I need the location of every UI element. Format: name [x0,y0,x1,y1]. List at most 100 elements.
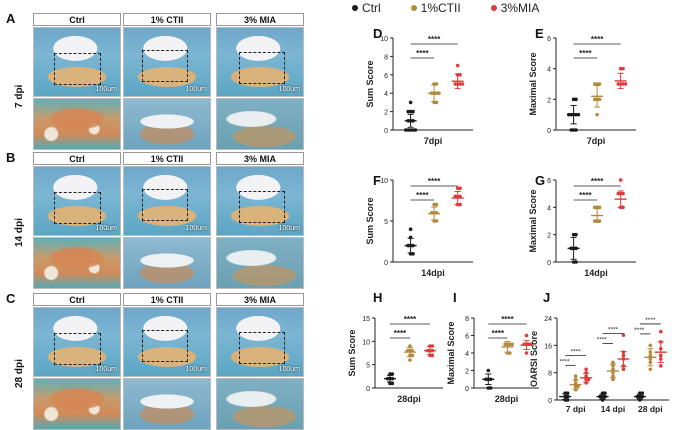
data-point [621,367,626,372]
data-point [404,128,408,132]
histology-zoom-image [216,98,304,150]
data-point [586,377,591,382]
data-point [565,398,570,402]
y-tick-label: 2 [384,110,388,117]
histology-overview-image: 100um [33,27,121,97]
column-header: 1% CTII [123,13,211,26]
y-tick-label: 24 [544,316,552,323]
data-point [488,386,493,390]
data-point [460,82,465,86]
zoom-region-box [239,332,285,364]
data-point [486,368,491,373]
scale-bar-label: 100um [278,225,300,232]
x-axis-label: 28dpi [397,394,421,404]
y-tick-label: 6 [547,36,551,43]
y-tick-label: 5 [384,219,388,226]
significance-label: **** [608,326,619,333]
y-tick-label: 0 [548,398,552,405]
y-tick-label: 2 [465,369,469,376]
x-category-label: 28 dpi [638,404,663,414]
histology-zoom-image [123,237,211,289]
significance-label: **** [416,49,429,58]
y-tick-label: 0 [547,128,551,135]
data-point [458,194,462,199]
y-tick-label: 6 [465,334,469,341]
data-point [524,351,529,355]
histology-overview-image: 100um [123,27,211,97]
panel-label-d: D [373,26,382,41]
data-point [611,360,615,365]
x-axis-label: 7dpi [424,136,443,146]
y-tick-label: 0 [384,260,388,267]
panel-label-h: H [373,290,382,305]
x-category-label: 14 dpi [601,404,626,414]
data-point [574,97,578,102]
data-point [408,358,412,362]
legend-ctii-dot [410,5,417,11]
y-tick-label: 2 [547,97,551,104]
histology-zoom-image [33,237,121,289]
zoom-region-box [239,191,285,223]
legend-ctii-label: 1%CTII [420,1,461,15]
panel-label-e: E [535,26,544,41]
column-header: Ctrl [33,293,121,306]
histology-overview-image: 100um [33,307,121,377]
y-tick-label: 10 [380,36,388,43]
column-header: 3% MIA [216,293,304,306]
y-tick-label: 8 [548,371,552,378]
legend-mia-dot [490,5,497,11]
column-header: 3% MIA [216,13,304,26]
data-point [524,333,529,338]
panel-label-g: G [535,173,545,188]
histology-overview-image: 100um [216,27,304,97]
scale-bar-label: 100um [185,225,207,232]
data-point [616,82,621,86]
y-tick-label: 2 [547,233,551,240]
panel-label-b: B [6,150,16,165]
y-axis-label: Sum Score [347,329,357,376]
data-point [658,329,663,334]
data-point [408,100,413,105]
histology-overview-image: 100um [33,166,121,236]
zoom-region-box [54,192,101,224]
data-point [453,194,458,199]
x-axis-label: 14dpi [421,268,445,278]
data-point [611,377,615,382]
panel-label-i: I [453,290,457,305]
y-tick-label: 5 [366,363,370,370]
significance-label: **** [416,191,429,200]
panel-label-j: J [543,290,550,305]
data-point [458,186,462,190]
zoom-region-box [239,52,285,84]
data-point [623,82,628,86]
data-point [510,342,515,347]
significance-label: **** [571,348,582,355]
data-point [621,66,625,71]
y-tick-label: 6 [547,178,551,185]
x-axis-label: 7dpi [587,136,606,146]
data-point [621,191,625,196]
panel-label-f: F [373,173,381,188]
histology-zoom-image [216,237,304,289]
legend: Ctrl 1%CTII 3%MIA [352,1,539,15]
significance-label: **** [404,315,417,324]
y-tick-label: 6 [384,73,388,80]
data-point [597,82,602,86]
significance-label: **** [579,49,592,58]
x-axis-label: 28dpi [495,394,519,404]
significance-label: **** [579,191,592,200]
data-point [408,227,413,231]
histology-zoom-image [33,98,121,150]
data-point [434,202,439,207]
data-point [390,381,395,386]
y-tick-label: 16 [544,343,552,350]
zoom-region-box [142,189,188,221]
data-point [455,63,460,68]
significance-label: **** [597,336,608,343]
significance-label: **** [428,177,441,186]
data-point [574,260,578,264]
data-point [411,109,415,114]
scale-bar-label: 100um [278,86,300,93]
data-point [648,343,653,348]
